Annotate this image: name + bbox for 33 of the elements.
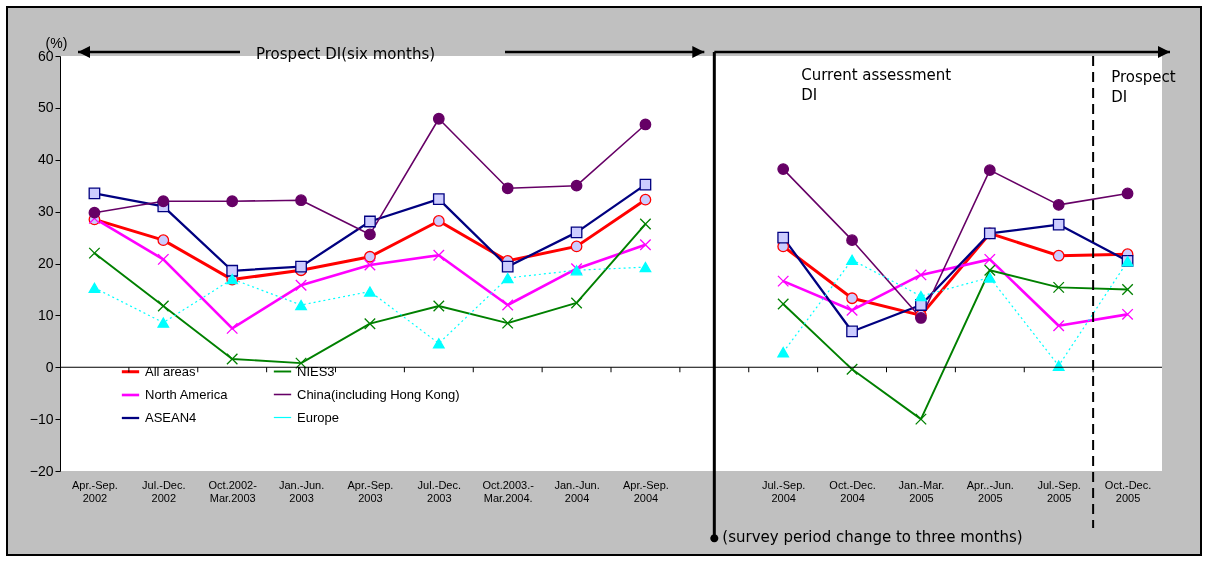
x-tick-label: Apr.-Sep. 2004 [623,478,669,504]
x-tick-label: Jul.-Sep. 2004 [761,478,806,504]
legend-label: Europe [297,409,339,425]
x-tick-label: Oct.2003.- Mar.2004. [482,478,535,504]
y-tick-label: 40 [37,151,54,168]
x-tick-label: Jul.-Sep. 2005 [1037,478,1081,504]
legend-label: China(including Hong Kong) [297,386,460,402]
x-tick-label: Apr.-Sep. 2002 [72,478,118,504]
x-tick-label: Oct.-Dec. 2004 [829,478,876,504]
x-tick-label: Jan.-Mar. 2005 [898,478,945,504]
y-tick-label: 30 [37,203,54,220]
x-tick-label: Jan.-Jun. 2004 [554,478,600,504]
y-tick-label: 0 [45,358,54,375]
text: (survey period change to three months) [722,528,1024,548]
annotation: Prospect DI [1111,68,1177,107]
x-tick-label: Oct.-Dec. 2005 [1104,478,1152,504]
legend-label: ASEAN4 [145,410,197,425]
annotation: Prospect DI(six months) [256,45,437,65]
y-tick-label: −20 [29,462,54,479]
legend-label: North America [145,387,229,402]
x-tick-label: Jul.-Dec. 2002 [142,478,186,504]
y-tick-label: 20 [37,255,54,271]
x-tick-label: Jan.-Jun. 2003 [278,478,325,504]
x-tick-label: Jul.-Dec. 2003 [417,478,462,504]
x-tick-label: Apr..-Jun. 2005 [966,478,1014,504]
y-tick-label: 10 [37,306,54,323]
x-tick-label: Oct.2002- Mar.2003 [208,478,258,504]
y-tick-label: 50 [37,99,54,116]
y-tick-label: −10 [29,410,54,427]
legend-label: All areas [145,363,197,379]
legend-label: NIES3 [297,363,335,379]
annotation: Current assessment DI [801,66,953,105]
x-tick-label: Apr.-Sep. 2003 [347,478,394,504]
